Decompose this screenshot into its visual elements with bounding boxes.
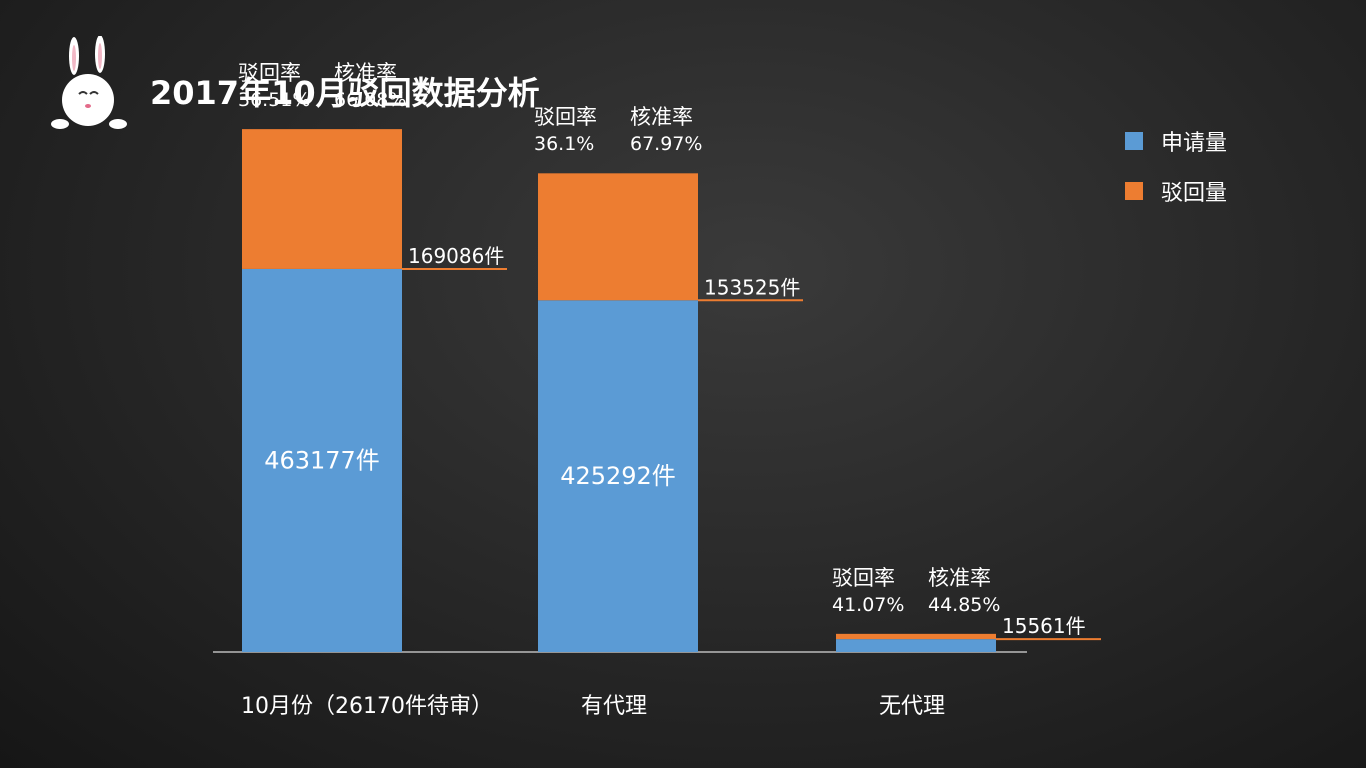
bar-apply-0 — [242, 268, 402, 652]
value-label-reject-0: 169086件 — [408, 244, 504, 268]
value-label-apply-0: 463177件 — [264, 446, 380, 474]
category-label-2: 无代理 — [878, 694, 946, 719]
page-title: 2017年10月驳回数据分析 — [150, 74, 540, 112]
approve-rate-label-0: 核准率 — [334, 61, 397, 86]
approve-rate-label-1: 核准率 — [630, 105, 693, 130]
reject-rate-value-0: 36.51% — [238, 89, 311, 112]
legend-item-apply: 申请量 — [1125, 116, 1227, 166]
category-label-1: 有代理 — [580, 694, 648, 719]
approve-rate-value-2: 44.85% — [928, 593, 1001, 616]
reject-rate-label-1: 驳回率 — [534, 105, 597, 130]
reject-rate-value-2: 41.07% — [832, 593, 905, 616]
category-label-0: 10月份（26170件待审） — [241, 694, 493, 719]
chart-legend: 申请量 驳回量 — [1125, 116, 1227, 216]
bar-reject-2 — [836, 633, 996, 640]
approve-rate-value-0: 66.08% — [334, 89, 407, 112]
reject-rate-value-1: 36.1% — [534, 133, 595, 156]
approve-rate-value-1: 67.97% — [630, 133, 703, 156]
legend-label-apply: 申请量 — [1161, 131, 1228, 156]
bar-reject-1 — [538, 173, 698, 301]
approve-rate-label-2: 核准率 — [928, 565, 991, 590]
bar-apply-2 — [836, 639, 996, 652]
value-label-apply-1: 425292件 — [560, 462, 676, 490]
legend-swatch-reject — [1125, 182, 1143, 200]
legend-swatch-apply — [1125, 132, 1143, 150]
bar-apply-1 — [538, 300, 698, 652]
bar-reject-0 — [242, 129, 402, 269]
reject-rate-label-2: 驳回率 — [832, 565, 895, 590]
legend-label-reject: 驳回量 — [1161, 181, 1228, 206]
legend-item-reject: 驳回量 — [1125, 166, 1227, 216]
reject-rate-label-0: 驳回率 — [238, 61, 301, 86]
rabbit-logo-icon — [48, 35, 138, 138]
value-label-reject-1: 153525件 — [704, 275, 800, 299]
value-label-reject-2: 15561件 — [1002, 614, 1086, 638]
